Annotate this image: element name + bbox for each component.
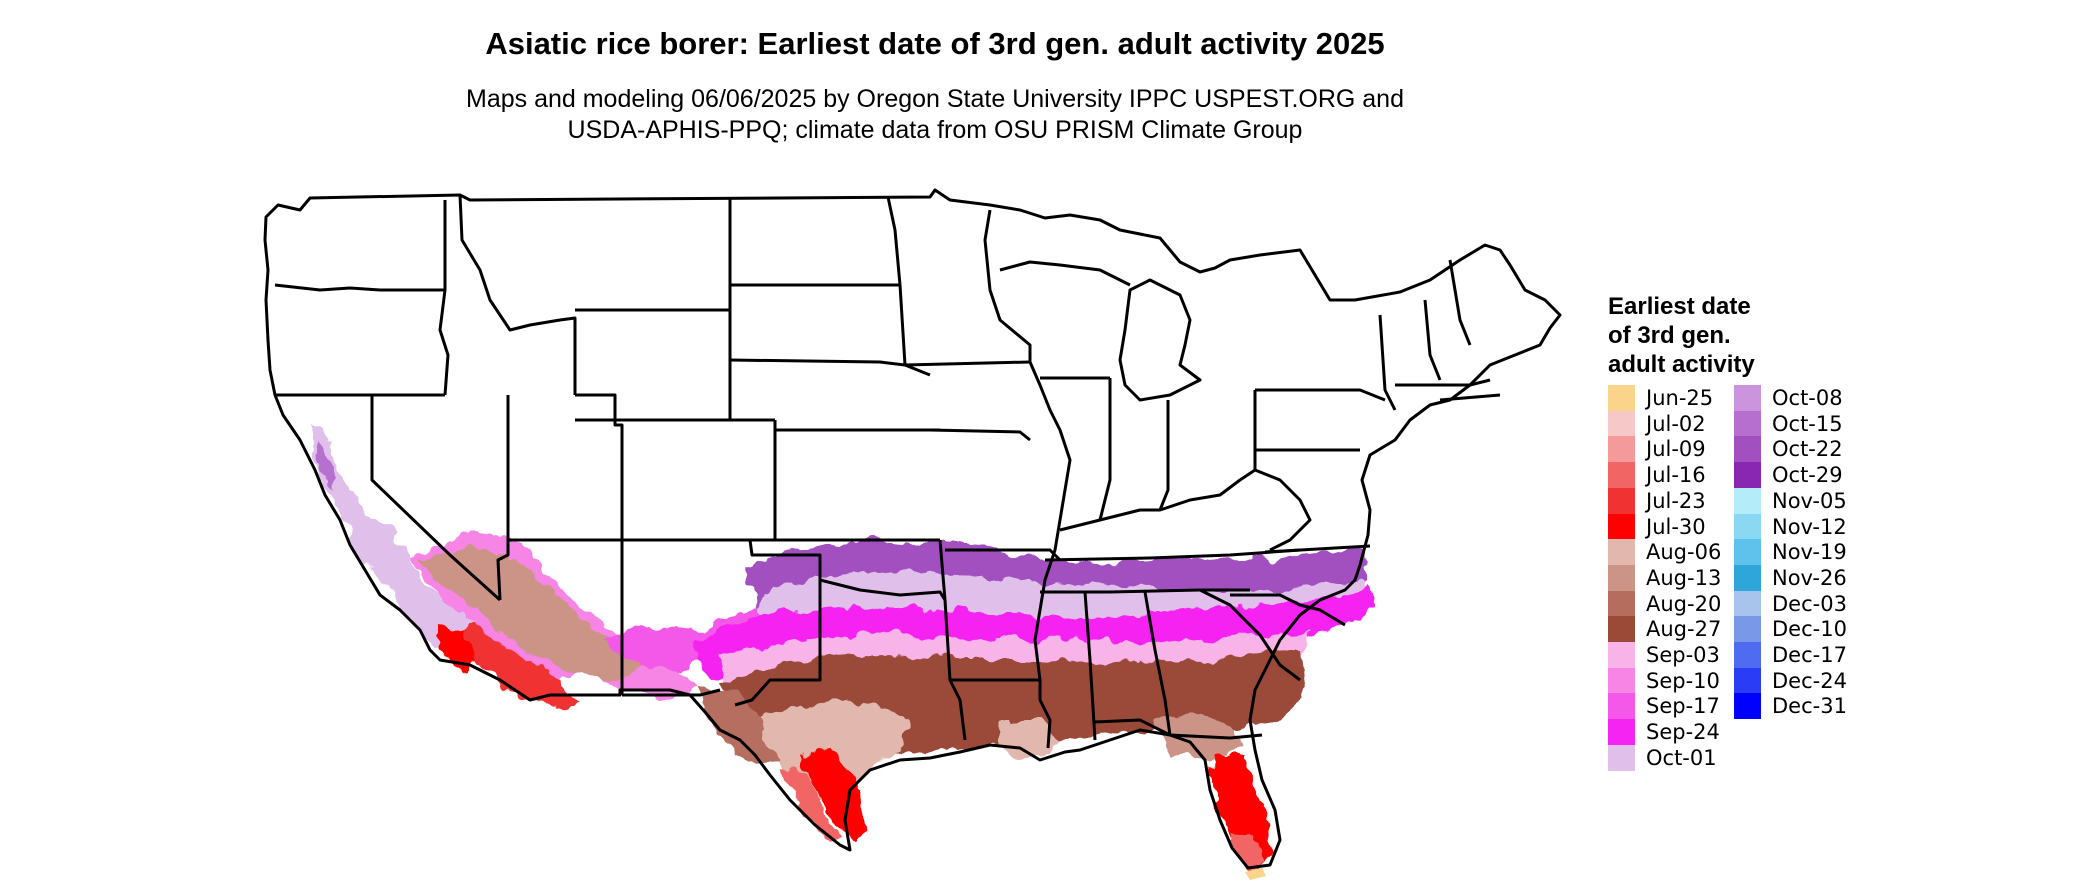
legend-label: Dec-03 xyxy=(1772,591,1847,616)
zone-oct-01 xyxy=(312,425,480,650)
legend-swatch xyxy=(1608,667,1635,694)
legend-swatch xyxy=(1608,616,1635,643)
zone-jul-23-az xyxy=(440,625,580,710)
legend-swatch xyxy=(1734,462,1761,489)
legend-label: Jul-30 xyxy=(1646,514,1706,539)
zone-jul-30-tx xyxy=(800,750,865,840)
legend-swatch xyxy=(1734,667,1761,694)
legend-swatch xyxy=(1734,539,1761,566)
legend-label: Dec-17 xyxy=(1772,643,1847,667)
legend-swatch xyxy=(1608,436,1635,463)
legend-title: Earliest date of 3rd gen. adult activity xyxy=(1608,292,1755,379)
legend-swatch xyxy=(1734,436,1761,463)
legend-swatch xyxy=(1608,719,1635,746)
legend-title-line-3: adult activity xyxy=(1608,351,1755,378)
legend-swatch xyxy=(1734,590,1761,617)
legend-label: Oct-22 xyxy=(1772,437,1843,462)
legend: Earliest date of 3rd gen. adult activity… xyxy=(1608,292,1847,771)
legend-label: Oct-15 xyxy=(1772,411,1843,436)
legend-label: Jun-25 xyxy=(1646,386,1714,410)
legend-label: Sep-03 xyxy=(1646,643,1720,667)
legend-swatch xyxy=(1608,744,1635,771)
legend-label: Oct-01 xyxy=(1646,745,1717,770)
legend-label: Aug-13 xyxy=(1646,565,1722,590)
legend-label: Dec-10 xyxy=(1772,617,1847,642)
legend-label: Oct-29 xyxy=(1772,463,1843,488)
legend-swatch xyxy=(1734,616,1761,643)
legend-label: Aug-27 xyxy=(1646,617,1722,642)
zone-aug-06-la xyxy=(1000,720,1060,760)
legend-label: Nov-26 xyxy=(1772,565,1847,590)
legend-swatch xyxy=(1734,513,1761,540)
conus-map xyxy=(263,188,1562,880)
legend-label: Dec-24 xyxy=(1772,668,1847,693)
legend-swatch xyxy=(1734,487,1761,514)
legend-swatch xyxy=(1608,642,1635,668)
legend-label: Aug-06 xyxy=(1646,540,1722,565)
legend-swatch xyxy=(1734,410,1761,437)
zone-jul-16-tx xyxy=(780,765,840,845)
legend-swatch xyxy=(1608,564,1635,591)
legend-label: Sep-24 xyxy=(1646,720,1720,745)
legend-swatch xyxy=(1734,642,1761,668)
zone-jul-30-ca xyxy=(440,625,475,672)
legend-label: Jul-02 xyxy=(1646,411,1706,436)
legend-swatch xyxy=(1608,487,1635,514)
zone-oct-15 xyxy=(318,440,338,490)
legend-swatch xyxy=(1734,385,1761,411)
legend-swatch xyxy=(1608,462,1635,489)
florida-keys-mark xyxy=(1245,868,1266,880)
legend-label: Dec-31 xyxy=(1772,694,1847,719)
legend-label: Jul-09 xyxy=(1646,437,1706,462)
legend-label: Jul-16 xyxy=(1646,463,1706,488)
legend-swatch xyxy=(1608,539,1635,566)
legend-swatch xyxy=(1608,410,1635,437)
legend-swatch xyxy=(1608,590,1635,617)
legend-label: Jul-23 xyxy=(1646,488,1706,513)
state-boundaries xyxy=(263,188,1562,870)
zone-aug-20 xyxy=(700,690,780,770)
legend-label: Nov-19 xyxy=(1772,540,1847,565)
legend-swatch xyxy=(1734,564,1761,591)
map-title: Asiatic rice borer: Earliest date of 3rd… xyxy=(485,26,1385,61)
legend-title-line-2: of 3rd gen. xyxy=(1608,322,1731,349)
legend-swatch xyxy=(1608,693,1635,720)
subtitle-line-1: Maps and modeling 06/06/2025 by Oregon S… xyxy=(466,85,1404,113)
legend-label: Sep-17 xyxy=(1646,694,1720,719)
legend-swatch xyxy=(1734,693,1761,720)
zone-jul-16-fl xyxy=(1230,830,1262,870)
legend-label: Nov-05 xyxy=(1772,488,1847,513)
legend-swatch xyxy=(1608,385,1635,411)
zone-sep-24 xyxy=(690,585,1375,680)
legend-label: Sep-10 xyxy=(1646,668,1720,693)
map-subtitle: Maps and modeling 06/06/2025 by Oregon S… xyxy=(0,84,1870,146)
legend-label: Oct-08 xyxy=(1772,386,1843,410)
legend-title-line-1: Earliest date xyxy=(1608,293,1751,320)
legend-label: Nov-12 xyxy=(1772,514,1847,539)
prediction-zones xyxy=(312,425,1375,870)
legend-label: Aug-20 xyxy=(1646,591,1722,616)
subtitle-line-2: USDA-APHIS-PPQ; climate data from OSU PR… xyxy=(567,116,1303,144)
legend-swatch xyxy=(1608,513,1635,540)
conus-outline xyxy=(263,188,1562,870)
